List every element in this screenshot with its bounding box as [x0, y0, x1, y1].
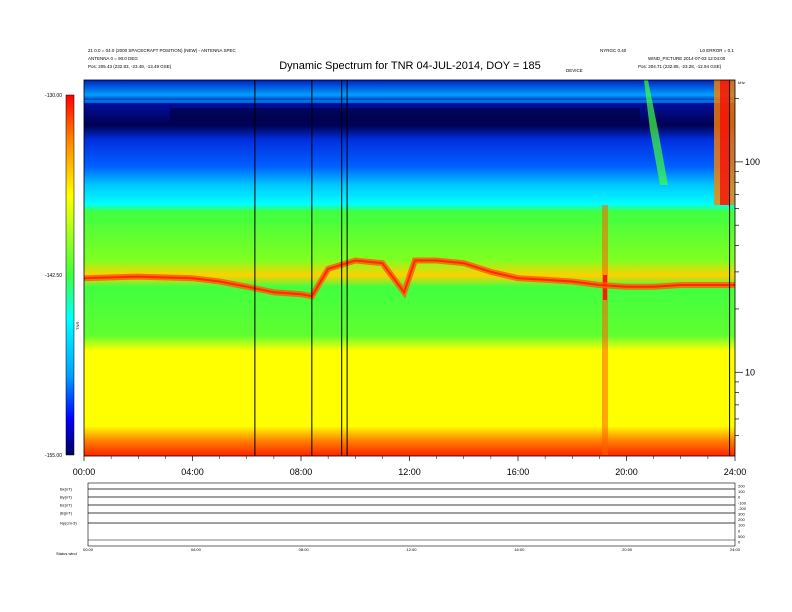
parameter-right-tick-label: 100 — [738, 523, 745, 528]
colorbar-title: TNR — [75, 322, 80, 330]
time-axis: 00:00 04:00 08:00 12:00 16:00 20:00 24:00 — [73, 456, 747, 477]
header-info-right-b: L0 ERROR = 0.1 — [700, 48, 734, 53]
parameter-right-tick-label: 0 — [738, 540, 741, 545]
header-info-right-a: NYRGC 0.40 — [600, 48, 627, 53]
frequency-unit-label: kHz — [738, 80, 745, 85]
chart-title: Dynamic Spectrum for TNR 04-JUL-2014, DO… — [279, 60, 541, 72]
header-info-right-2: WIND_PICTURE 2014-07-03 12:04:00 — [648, 56, 726, 61]
parameter-time-label: 24:00 — [730, 547, 741, 552]
time-tick-label: 08:00 — [290, 467, 313, 477]
parameter-right-tick-label: -100 — [738, 500, 747, 505]
spectrogram-band-dark — [170, 108, 640, 122]
parameter-row-label: Bz(nT) — [60, 503, 73, 508]
parameter-row-label: |B|(nT) — [60, 511, 73, 516]
spectrogram-band-green-edge — [84, 218, 735, 224]
parameter-time-label: 16:00 — [514, 547, 525, 552]
parameter-right-tick-label: 500 — [738, 534, 745, 539]
parameter-right-tick-label: 0 — [738, 528, 741, 533]
parameter-time-label: 08:00 — [299, 547, 310, 552]
time-tick-label: 16:00 — [507, 467, 530, 477]
colorbar-label-top: -130.00 — [45, 93, 62, 99]
time-tick-label: 24:00 — [724, 467, 747, 477]
time-tick-label: 20:00 — [615, 467, 638, 477]
parameter-right-tick-label: 300 — [738, 512, 745, 517]
time-tick-label: 04:00 — [181, 467, 204, 477]
frequency-tick-label: 100 — [745, 157, 760, 167]
header-info-line-2: ANTENNA 0 = 90.0 DEG — [88, 56, 138, 61]
time-tick-label: 00:00 — [73, 467, 96, 477]
type-iii-burst — [644, 80, 668, 185]
vertical-lines — [254, 80, 731, 456]
parameter-row-label: Np(cm-3) — [60, 521, 77, 526]
parameter-panel-frame — [87, 482, 736, 547]
colorbar-label-bottom: -155.00 — [45, 453, 62, 459]
header-position-left: Pos: 205.43 (232.83, -23.48, -13.49 GSE) — [88, 64, 172, 69]
status-label: Status wind — [56, 551, 77, 556]
parameter-traces — [88, 488, 735, 541]
parameter-right-tick-label: -200 — [738, 506, 747, 511]
parameter-right-tick-label: 200 — [738, 484, 745, 489]
frequency-axis: 100 10 — [735, 98, 760, 436]
parameter-labels: Bx(nT) By(nT) Bz(nT) |B|(nT) Np(cm-3) — [60, 487, 77, 526]
parameter-row-label: Bx(nT) — [60, 487, 73, 492]
frequency-tick-label: 10 — [745, 367, 755, 377]
header-info-line-1: 21 0.0 = 04.0 (2000 SPACECRAFT POSITION)… — [88, 48, 237, 53]
parameter-time-labels: 00:00 04:00 08:00 12:00 16:00 20:00 24:00 — [83, 547, 741, 552]
header-position-right: Pos: 204.71 (232.85, -23.28, -12.94 GSE) — [638, 64, 722, 69]
parameter-time-label: 04:00 — [191, 547, 202, 552]
spectrogram-panel — [83, 79, 736, 457]
parameter-time-label: 12:00 — [406, 547, 417, 552]
parameter-time-label: 00:00 — [83, 547, 94, 552]
colorbar — [65, 94, 75, 456]
parameter-right-tick-label: 100 — [738, 489, 745, 494]
spike-column — [602, 205, 608, 455]
parameter-panel: Bx(nT)By(nT)Bz(nT)|B|(nT)Np(cm-3) 200100… — [56, 482, 747, 556]
parameter-row-label: By(nT) — [60, 495, 73, 500]
parameter-right-tick-label: 200 — [738, 517, 745, 522]
plasma-line-core — [83, 259, 735, 298]
parameter-right-tick-label: 0 — [738, 495, 741, 500]
time-tick-label: 12:00 — [398, 467, 421, 477]
header-device-label: DEVICE — [566, 68, 583, 73]
parameter-time-label: 20:00 — [622, 547, 633, 552]
burst-core — [720, 80, 730, 205]
spectrogram-band-light — [84, 100, 735, 103]
colorbar-label-mid: -142.50 — [45, 273, 62, 279]
